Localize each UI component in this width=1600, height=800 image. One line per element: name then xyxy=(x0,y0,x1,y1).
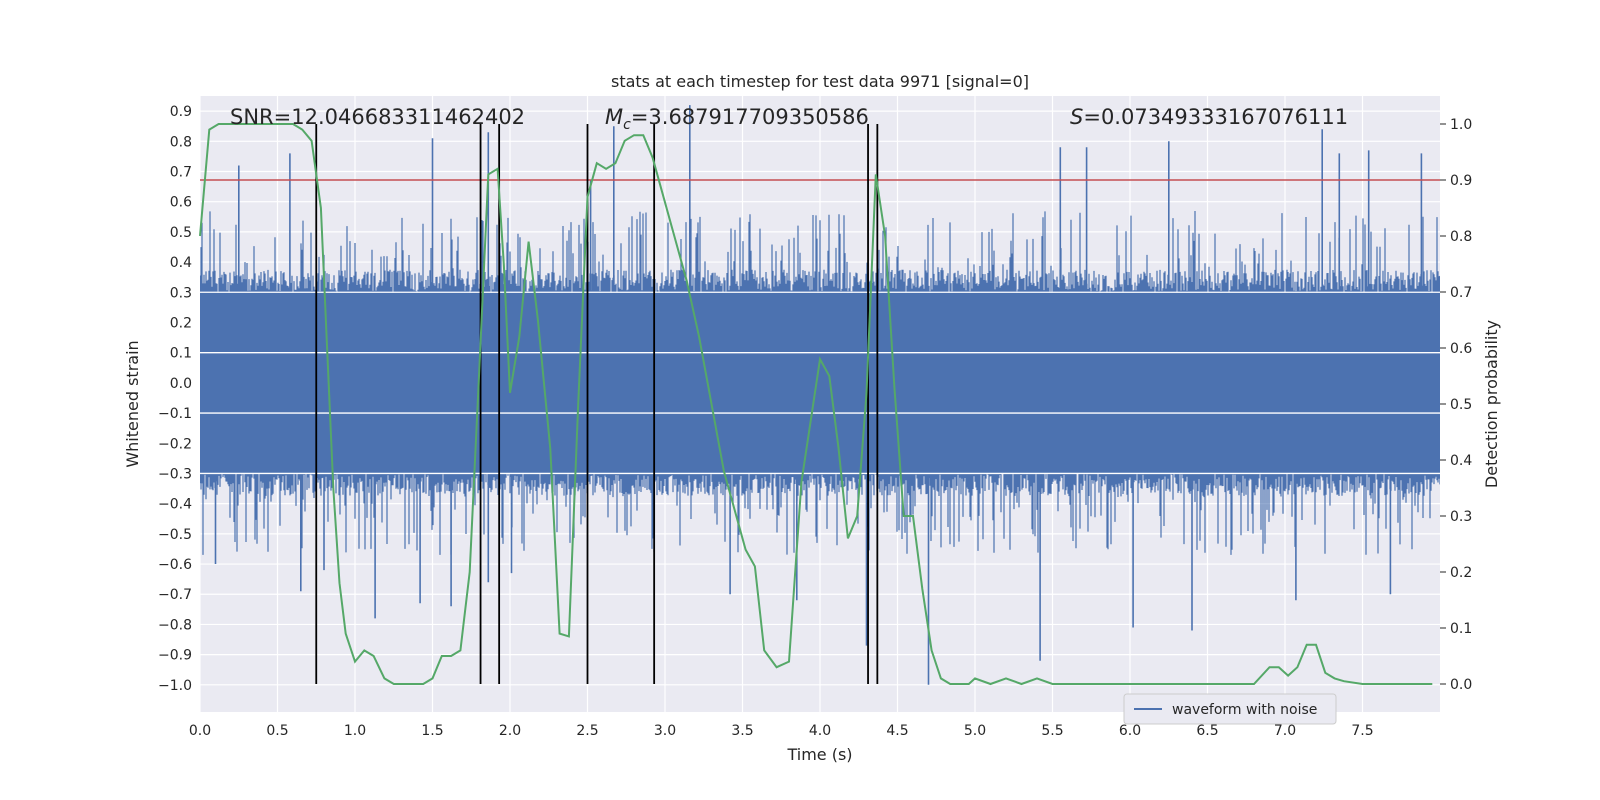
y-tick-label: −0.8 xyxy=(158,617,192,633)
x-tick-label: 3.0 xyxy=(654,723,676,739)
y2-ticks: 1.0 0.9 0.8 0.7 0.6 0.5 0.4 0.3 0.2 0.1 0.0 xyxy=(1440,117,1472,693)
snr-annotation: SNR=12.046683311462402 xyxy=(230,105,525,129)
x-tick-label: 2.5 xyxy=(576,723,598,739)
chirp-mass-subscript: c xyxy=(623,117,631,133)
chirp-mass-value: =3.687917709350586 xyxy=(631,105,869,129)
x-axis-label: Time (s) xyxy=(786,745,852,764)
probability-series xyxy=(199,123,1433,686)
x-tick-label: 2.0 xyxy=(499,723,521,739)
x-tick-label: 6.0 xyxy=(1119,723,1141,739)
y2-axis-label: Detection probability xyxy=(1482,320,1501,488)
s-value: =0.07349333167076111 xyxy=(1083,105,1348,129)
x-tick-label: 3.5 xyxy=(731,723,753,739)
y-tick-label: 0.3 xyxy=(170,285,192,301)
y-tick-label: −0.9 xyxy=(158,648,192,664)
legend: waveform with noise xyxy=(1123,693,1337,725)
y-tick-label: 0.6 xyxy=(170,195,192,211)
y2-tick-label: 0.6 xyxy=(1450,341,1472,357)
y2-tick-label: 0.1 xyxy=(1450,621,1472,637)
x-tick-label: 4.0 xyxy=(809,723,831,739)
chirp-mass-symbol: M xyxy=(605,105,623,129)
y-tick-label: −0.1 xyxy=(158,406,192,422)
s-annotation: S=0.07349333167076111 xyxy=(1070,105,1348,129)
y2-tick-label: 0.3 xyxy=(1450,509,1472,525)
x-tick-label: 6.5 xyxy=(1196,723,1218,739)
y-tick-label: −0.4 xyxy=(158,497,192,513)
chirp-mass-annotation: Mc=3.687917709350586 xyxy=(605,105,869,133)
y-tick-label: 0.9 xyxy=(170,104,192,120)
y2-tick-label: 0.2 xyxy=(1450,565,1472,581)
y-axis-label: Whitened strain xyxy=(123,340,142,467)
waveform-spikes xyxy=(214,105,1423,685)
y-tick-label: 0.8 xyxy=(170,134,192,150)
y2-tick-label: 0.4 xyxy=(1450,453,1472,469)
x-tick-label: 7.5 xyxy=(1351,723,1373,739)
s-symbol: S xyxy=(1070,105,1083,129)
y2-tick-label: 1.0 xyxy=(1450,117,1472,133)
x-tick-label: 0.0 xyxy=(189,723,211,739)
x-tick-label: 5.5 xyxy=(1041,723,1063,739)
legend-box xyxy=(1123,693,1337,725)
x-tick-label: 0.5 xyxy=(266,723,288,739)
x-tick-label: 1.0 xyxy=(344,723,366,739)
y-tick-label: 0.0 xyxy=(170,376,192,392)
event-markers xyxy=(315,124,879,684)
y-tick-label: 0.5 xyxy=(170,225,192,241)
y-tick-label: −1.0 xyxy=(158,678,192,694)
waveform-series xyxy=(200,105,1440,685)
y-tick-label: 0.2 xyxy=(170,315,192,331)
waveform-noise xyxy=(200,211,1440,555)
y-tick-label: −0.2 xyxy=(158,436,192,452)
x-tick-label: 7.0 xyxy=(1274,723,1296,739)
y2-tick-label: 0.8 xyxy=(1450,229,1472,245)
x-tick-label: 1.5 xyxy=(421,723,443,739)
y-tick-label: −0.5 xyxy=(158,527,192,543)
y2-tick-label: 0.9 xyxy=(1450,173,1472,189)
y2-tick-label: 0.0 xyxy=(1450,677,1472,693)
chart-title: stats at each timestep for test data 997… xyxy=(611,72,1029,91)
legend-label: waveform with noise xyxy=(1172,702,1317,718)
y-tick-label: 0.1 xyxy=(170,346,192,362)
y-tick-label: −0.6 xyxy=(158,557,192,573)
y2-tick-label: 0.7 xyxy=(1450,285,1472,301)
y-tick-label: −0.7 xyxy=(158,587,192,603)
y2-tick-label: 0.5 xyxy=(1450,397,1472,413)
y-ticks: 0.9 0.8 0.7 0.6 0.5 0.4 0.3 0.2 0.1 0.0 −0.1 −0.2 −0… xyxy=(158,104,192,694)
y-tick-label: −0.3 xyxy=(158,466,192,482)
y-tick-label: 0.4 xyxy=(170,255,192,271)
x-ticks: 0.0 0.5 1.0 1.5 2.0 2.5 3.0 3.5 4.0 4.5 5.0 5.5 6.0 6… xyxy=(189,723,1374,739)
x-tick-label: 4.5 xyxy=(886,723,908,739)
grid-overlay xyxy=(200,291,1440,475)
x-tick-label: 5.0 xyxy=(964,723,986,739)
y-tick-label: 0.7 xyxy=(170,164,192,180)
